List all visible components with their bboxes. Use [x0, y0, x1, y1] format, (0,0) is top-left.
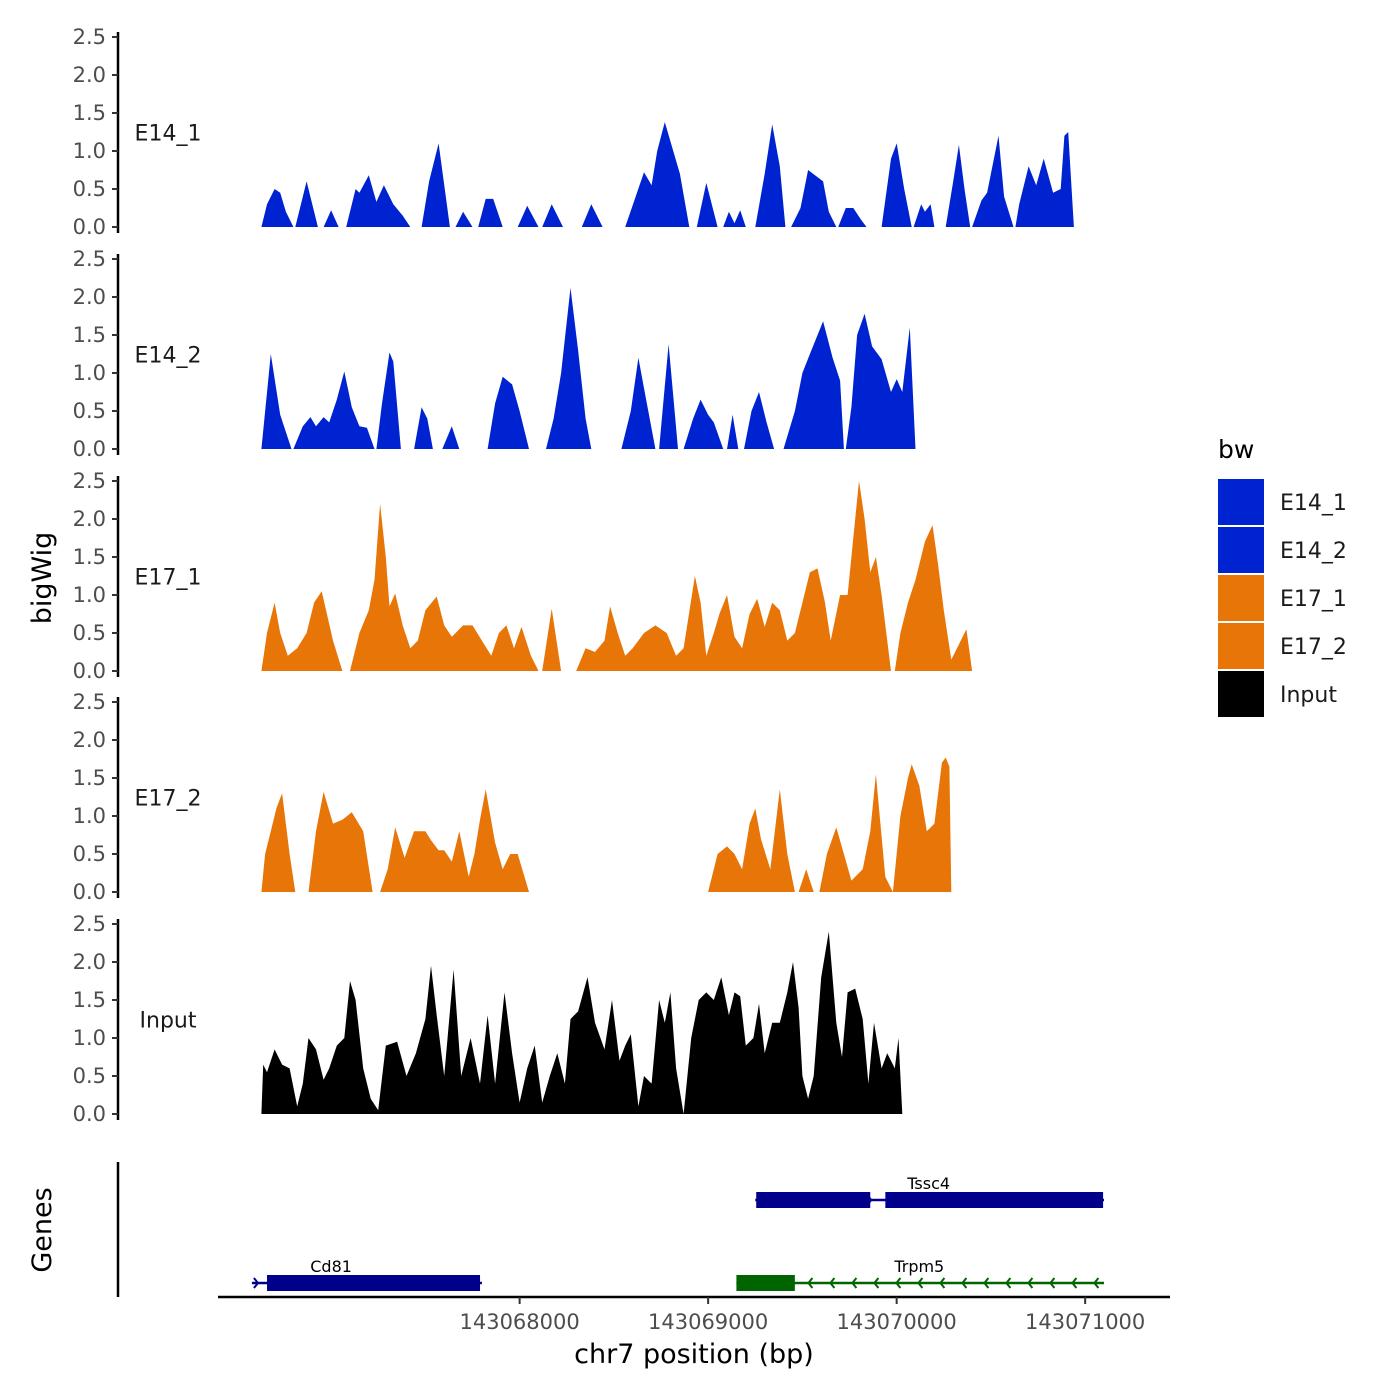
- y-tick-label: 2.0: [73, 63, 106, 87]
- tracks-layer: 0.0 0.5 1.0 1.5 2.0 2.5 E14_1 0.0 0.5 1.0 1.5 2.0 2.…: [73, 25, 1074, 1126]
- x-tick-label: 143070000: [837, 1310, 957, 1334]
- y-tick-label: 0.5: [73, 621, 106, 645]
- legend-label: E17_1: [1280, 587, 1347, 612]
- track-label: E14_2: [135, 344, 202, 369]
- area-E17_1: [261, 481, 973, 671]
- y-tick-label: 2.5: [73, 469, 106, 493]
- legend: bw E14_1 E14_2 E17_1 E17_2 Input: [1218, 435, 1347, 717]
- y-tick-label: 1.0: [73, 804, 106, 828]
- area-Input: [261, 931, 903, 1114]
- strand-arrow: [983, 1277, 990, 1289]
- y-tick-label: 0.5: [73, 177, 106, 201]
- legend-swatch: [1218, 623, 1264, 669]
- y-tick-label: 1.0: [73, 583, 106, 607]
- strand-arrow: [1049, 1277, 1056, 1289]
- track-label: E17_2: [135, 787, 202, 812]
- y-tick-label: 2.5: [73, 25, 106, 49]
- strand-arrow: [939, 1277, 946, 1289]
- strand-arrow: [1093, 1277, 1100, 1289]
- x-axis-title: chr7 position (bp): [574, 1339, 814, 1370]
- y-tick-label: 2.0: [73, 507, 106, 531]
- track-Input: 0.0 0.5 1.0 1.5 2.0 2.5 Input: [73, 912, 903, 1126]
- strand-arrow: [895, 1277, 902, 1289]
- legend-swatch: [1218, 575, 1264, 621]
- x-axis: 143068000 143069000 143070000 143071000: [218, 1295, 1170, 1334]
- area-E14_2: [261, 287, 916, 449]
- gene-exon: [756, 1192, 871, 1208]
- legend-label: E17_2: [1280, 635, 1347, 660]
- track-label: E17_1: [135, 566, 202, 591]
- y-tick-label: 1.0: [73, 139, 106, 163]
- track-E14_1: 0.0 0.5 1.0 1.5 2.0 2.5 E14_1: [73, 25, 1074, 239]
- y-tick-label: 2.5: [73, 912, 106, 936]
- gene-Tssc4: Tssc4: [755, 1174, 1105, 1208]
- strand-arrow: [961, 1277, 968, 1289]
- y-tick-label: 1.5: [73, 988, 106, 1012]
- y-tick-label: 2.5: [73, 690, 106, 714]
- area-E17_2: [261, 757, 952, 892]
- y-tick-label: 1.5: [73, 101, 106, 125]
- strand-arrow: [1027, 1277, 1034, 1289]
- strand-arrow: [873, 1277, 880, 1289]
- y-tick-label: 2.0: [73, 285, 106, 309]
- gene-label: Cd81: [310, 1257, 352, 1276]
- x-tick-label: 143068000: [459, 1310, 579, 1334]
- strand-arrow: [1071, 1277, 1078, 1289]
- legend-swatch: [1218, 527, 1264, 573]
- x-tick-label: 143069000: [648, 1310, 768, 1334]
- y-tick-label: 0.5: [73, 399, 106, 423]
- strand-arrow: [1005, 1277, 1012, 1289]
- strand-arrow: [851, 1277, 858, 1289]
- legend-title: bw: [1218, 435, 1254, 464]
- y-tick-label: 1.0: [73, 361, 106, 385]
- track-E17_2: 0.0 0.5 1.0 1.5 2.0 2.5 E17_2: [73, 690, 952, 904]
- gene-exon: [736, 1275, 795, 1291]
- genes-layer: Tssc4 Cd81 Trpm5: [116, 1162, 1105, 1297]
- area-E14_1: [261, 122, 1074, 227]
- y-tick-label: 0.5: [73, 1064, 106, 1088]
- strand-arrow: [253, 1277, 260, 1289]
- legend-swatch: [1218, 671, 1264, 717]
- strand-arrow: [807, 1277, 814, 1289]
- track-E17_1: 0.0 0.5 1.0 1.5 2.0 2.5 E17_1: [73, 469, 973, 683]
- gene-label: Trpm5: [893, 1257, 944, 1276]
- y-tick-label: 2.5: [73, 247, 106, 271]
- legend-label: E14_1: [1280, 491, 1347, 516]
- y-tick-label: 0.0: [73, 437, 106, 461]
- track-label: Input: [140, 1009, 197, 1034]
- gene-exon: [267, 1275, 481, 1291]
- y-tick-label: 0.0: [73, 1102, 106, 1126]
- genes-axis-title: Genes: [27, 1187, 58, 1272]
- legend-label: E14_2: [1280, 539, 1347, 564]
- y-tick-label: 2.0: [73, 728, 106, 752]
- gene-Trpm5: Trpm5: [736, 1257, 1105, 1291]
- strand-arrow: [917, 1277, 924, 1289]
- legend-swatch: [1218, 479, 1264, 525]
- legend-label: Input: [1280, 683, 1337, 708]
- y-tick-label: 1.5: [73, 545, 106, 569]
- gene-Cd81: Cd81: [251, 1257, 482, 1291]
- x-tick-label: 143071000: [1025, 1310, 1145, 1334]
- y-tick-label: 0.0: [73, 215, 106, 239]
- y-axis-title: bigWig: [27, 532, 58, 625]
- y-tick-label: 1.5: [73, 323, 106, 347]
- y-tick-label: 0.5: [73, 842, 106, 866]
- gene-exon: [885, 1192, 1104, 1208]
- y-tick-label: 0.0: [73, 880, 106, 904]
- y-tick-label: 0.0: [73, 659, 106, 683]
- track-E14_2: 0.0 0.5 1.0 1.5 2.0 2.5 E14_2: [73, 247, 916, 461]
- strand-arrow: [829, 1277, 836, 1289]
- track-label: E14_1: [135, 122, 202, 147]
- y-tick-label: 1.0: [73, 1026, 106, 1050]
- y-tick-label: 2.0: [73, 950, 106, 974]
- y-tick-label: 1.5: [73, 766, 106, 790]
- gene-label: Tssc4: [906, 1174, 950, 1193]
